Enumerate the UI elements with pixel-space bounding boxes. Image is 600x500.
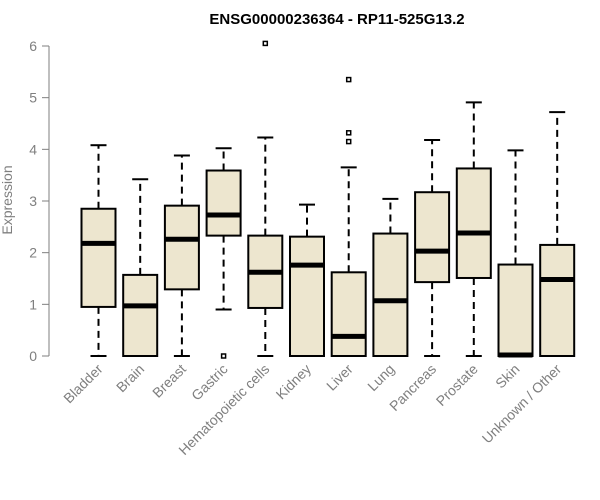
box-rect-10: [497, 263, 534, 357]
outlier-6-0: [345, 138, 352, 145]
box-4: [247, 40, 284, 357]
box-rect-2: [163, 204, 200, 291]
y-tick-label-3: 3: [29, 193, 37, 209]
y-tick-label-4: 4: [29, 141, 37, 157]
x-label-2: Breast: [149, 361, 189, 401]
box-2: [163, 154, 200, 357]
box-rect-6: [330, 271, 367, 357]
y-tick-label-6: 6: [29, 38, 37, 54]
y-tick-label-0: 0: [29, 348, 37, 364]
box-5: [289, 203, 325, 357]
box-rect-8: [414, 191, 451, 284]
box-rect-3: [205, 169, 242, 237]
box-7: [372, 197, 409, 357]
x-label-6: Liver: [323, 361, 356, 394]
chart-title: ENSG00000236364 - RP11-525G13.2: [209, 11, 464, 28]
outlier-6-2: [345, 76, 352, 83]
box-rect-1: [122, 273, 159, 357]
x-label-7: Lung: [364, 361, 397, 394]
y-tick-label-5: 5: [29, 90, 37, 106]
x-label-11: Unknown / Other: [479, 361, 565, 447]
outlier-6-1: [345, 130, 352, 136]
box-rect-5: [289, 235, 325, 357]
x-label-9: Prostate: [433, 361, 481, 409]
x-label-1: Brain: [113, 361, 147, 395]
box-3: [205, 147, 242, 359]
y-tick-label-2: 2: [29, 245, 37, 261]
outlier-3-0: [220, 353, 227, 359]
box-11: [539, 111, 576, 358]
y-axis-title: Expression: [0, 165, 15, 234]
boxes-group: [80, 40, 576, 359]
box-rect-9: [455, 167, 492, 279]
y-tick-label-1: 1: [29, 296, 37, 312]
box-1: [122, 178, 159, 357]
box-rect-0: [80, 207, 117, 308]
box-10: [497, 149, 534, 358]
box-0: [80, 144, 117, 357]
outlier-4-0: [262, 40, 269, 47]
box-9: [455, 101, 492, 357]
x-label-10: Skin: [492, 361, 523, 392]
x-label-5: Kidney: [273, 361, 315, 403]
box-rect-11: [539, 243, 576, 358]
y-axis: 0 1 2 3 4 5 6: [29, 38, 50, 364]
box-8: [414, 139, 451, 357]
x-label-0: Bladder: [60, 361, 106, 407]
box-rect-7: [372, 232, 409, 357]
box-6: [330, 76, 367, 357]
